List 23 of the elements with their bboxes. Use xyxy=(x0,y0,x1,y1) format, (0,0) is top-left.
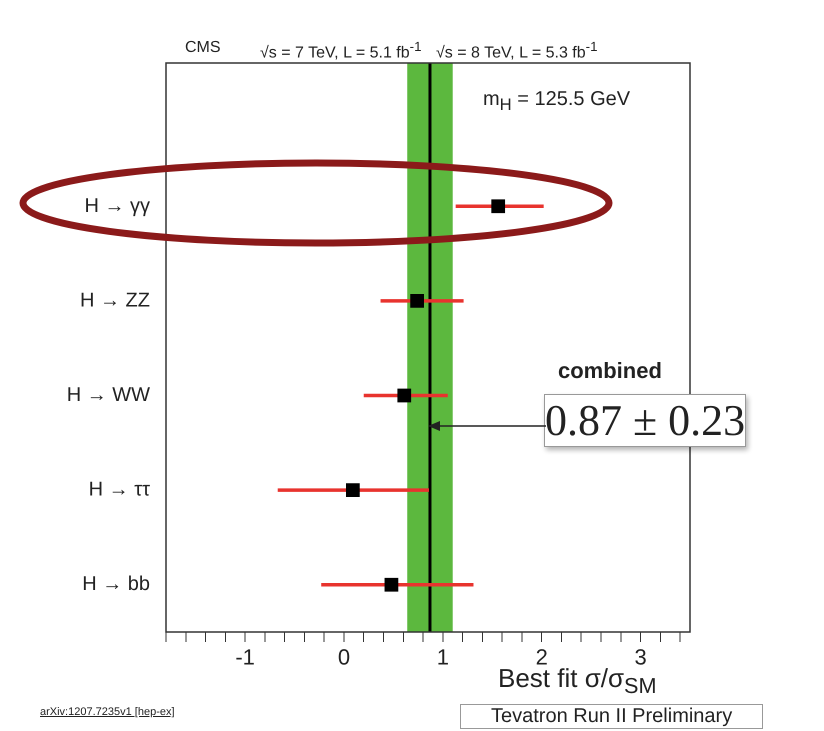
text: CMS xyxy=(185,39,221,57)
y-tick-label: H → bb xyxy=(82,573,150,596)
point xyxy=(491,199,506,214)
text: arXiv:1207.7235v1 [hep-ex] xyxy=(40,706,175,718)
annotation: combined xyxy=(558,358,662,384)
x-tick-label: 3 xyxy=(634,644,647,670)
y-tick-label: H → ττ xyxy=(88,478,150,501)
point xyxy=(346,483,360,497)
text: Tevatron Run II Preliminary xyxy=(460,704,764,729)
point xyxy=(410,294,424,308)
text: m$_{H}$ = 125.5 GeV xyxy=(483,88,630,115)
x-tick-label: 2 xyxy=(536,644,548,670)
point xyxy=(384,578,398,592)
text: √s = 8 TeV, L = 5.3 fb$^{-1}$ xyxy=(436,39,598,62)
x-tick-label: -1 xyxy=(235,644,255,670)
text: √s = 7 TeV, L = 5.1 fb$^{-1}$ xyxy=(260,39,422,62)
y-tick-label: H → ZZ xyxy=(80,289,150,312)
y-tick-label: H → γγ xyxy=(84,194,150,217)
point xyxy=(397,388,412,402)
x-tick-label: 1 xyxy=(436,644,449,670)
y-tick-label: H → WW xyxy=(66,384,150,406)
x-tick-label: 0 xyxy=(338,644,350,670)
annotation: 0.87 ± 0.23 xyxy=(544,394,746,447)
